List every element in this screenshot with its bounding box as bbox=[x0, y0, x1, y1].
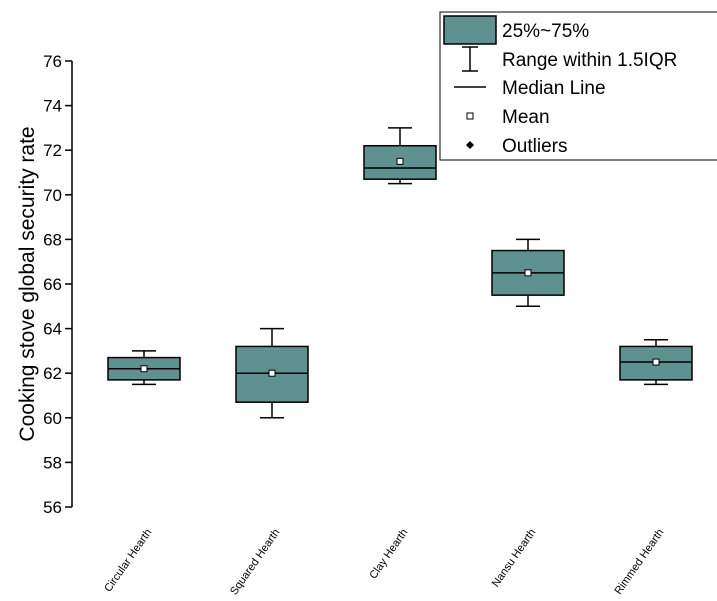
y-tick-label: 68 bbox=[43, 230, 62, 249]
y-tick-label: 72 bbox=[43, 141, 62, 160]
box-group bbox=[107, 350, 181, 386]
box-group bbox=[619, 339, 693, 386]
mean-marker bbox=[140, 365, 148, 373]
y-tick-label: 66 bbox=[43, 275, 62, 294]
mean-marker bbox=[268, 369, 276, 377]
legend: 25%~75% Range within 1.5IQR Median Line Mea… bbox=[439, 11, 717, 161]
mean-marker bbox=[396, 157, 404, 165]
y-tick-label: 58 bbox=[43, 453, 62, 472]
box-group bbox=[363, 127, 437, 185]
x-category-label: Rimmed Hearth bbox=[612, 527, 666, 597]
box-group bbox=[235, 327, 309, 419]
x-category-label: Circular Hearth bbox=[102, 527, 154, 594]
y-tick-label: 56 bbox=[43, 498, 62, 517]
y-tick-label: 64 bbox=[43, 320, 62, 339]
x-category-label: Nansu Hearth bbox=[490, 527, 539, 589]
y-tick-label: 74 bbox=[43, 97, 62, 116]
y-tick-label: 70 bbox=[43, 186, 62, 205]
legend-outlier-swatch bbox=[466, 141, 474, 149]
y-axis-title: Cooking stove global security rate bbox=[16, 126, 39, 441]
x-category-label: Clay Hearth bbox=[367, 527, 410, 581]
x-category-label: Squared Hearth bbox=[228, 527, 282, 598]
legend-box-swatch bbox=[443, 15, 497, 45]
box-series bbox=[107, 127, 693, 419]
y-tick-label: 60 bbox=[43, 409, 62, 428]
y-axis-ticks: 56 58 60 62 64 66 68 70 72 74 76 bbox=[43, 52, 72, 517]
box-group bbox=[491, 238, 565, 308]
legend-label: 25%~75% bbox=[502, 21, 589, 42]
legend-label: Range within 1.5IQR bbox=[502, 50, 677, 71]
legend-label: Median Line bbox=[502, 78, 606, 99]
y-tick-label: 62 bbox=[43, 364, 62, 383]
legend-label: Outliers bbox=[502, 136, 567, 157]
mean-marker bbox=[524, 269, 532, 277]
legend-label: Mean bbox=[502, 107, 550, 128]
legend-mean-swatch bbox=[466, 112, 474, 120]
x-axis-labels: Circular Hearth Squared Hearth Clay Hearth… bbox=[102, 527, 666, 598]
y-tick-label: 76 bbox=[43, 52, 62, 71]
mean-marker bbox=[652, 358, 660, 366]
